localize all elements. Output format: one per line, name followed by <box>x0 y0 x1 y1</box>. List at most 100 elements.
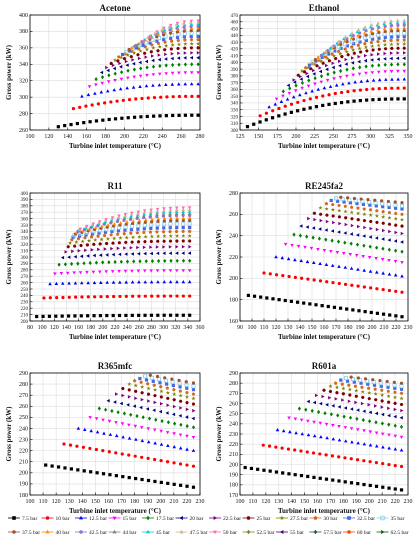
x-axis-label: Turbine inlet temperature (°C) <box>278 142 371 150</box>
y-tick-label: 250 <box>21 288 29 293</box>
data-point <box>362 35 367 40</box>
data-point <box>362 27 366 31</box>
legend-entry: 35 bar <box>376 515 405 522</box>
data-point <box>368 244 372 249</box>
data-point <box>139 405 143 410</box>
data-point <box>130 211 134 215</box>
data-point <box>312 475 316 479</box>
data-point <box>169 47 174 51</box>
data-point <box>113 71 117 76</box>
data-point <box>165 411 169 415</box>
data-point <box>288 86 292 91</box>
data-point <box>350 223 354 228</box>
x-tick-label: 200 <box>292 134 301 140</box>
data-point <box>302 107 306 111</box>
data-point <box>124 252 128 256</box>
data-point <box>148 213 153 217</box>
data-point <box>299 74 303 79</box>
data-point <box>306 65 311 70</box>
data-point <box>125 53 130 57</box>
data-point <box>181 233 186 238</box>
data-point <box>399 384 404 389</box>
data-point <box>375 270 379 274</box>
data-point <box>143 313 147 317</box>
data-point <box>393 200 397 204</box>
data-point <box>142 214 146 218</box>
data-point <box>268 272 272 276</box>
data-point <box>187 229 192 233</box>
data-point <box>185 390 189 395</box>
data-point <box>399 381 404 385</box>
data-point <box>367 390 372 395</box>
data-point <box>393 390 397 394</box>
data-point <box>357 55 361 59</box>
data-point <box>358 50 363 54</box>
data-point <box>130 280 135 284</box>
data-point <box>394 211 398 215</box>
data-point <box>311 235 315 240</box>
data-point <box>324 237 328 242</box>
data-point <box>291 95 296 99</box>
legend-label: 60 bar <box>357 530 371 536</box>
data-point <box>332 77 336 81</box>
x-tick-label: 120 <box>52 499 61 505</box>
data-point <box>380 258 385 262</box>
data-point <box>343 39 347 43</box>
data-point <box>143 251 147 256</box>
data-point <box>271 297 275 301</box>
data-point <box>127 436 132 440</box>
data-point <box>144 84 149 88</box>
data-point <box>337 425 341 429</box>
data-point <box>82 469 86 473</box>
data-point <box>111 241 115 245</box>
data-point <box>164 52 168 57</box>
data-point <box>132 50 137 55</box>
data-point <box>98 270 102 274</box>
data-point <box>137 313 141 317</box>
data-point <box>346 53 350 57</box>
data-point <box>368 213 373 217</box>
data-point <box>329 250 333 254</box>
x-tick-label: 230 <box>196 499 205 505</box>
data-point <box>381 462 385 466</box>
data-point <box>164 43 169 48</box>
x-tick-label: 220 <box>392 325 401 331</box>
data-point <box>96 234 100 238</box>
data-point <box>170 52 174 56</box>
data-point <box>175 21 180 25</box>
x-tick-label: 120 <box>261 499 270 505</box>
data-point <box>331 404 335 408</box>
data-point <box>393 463 397 468</box>
data-point <box>138 48 143 53</box>
data-point <box>336 239 341 244</box>
data-point <box>339 100 344 105</box>
data-point <box>146 427 150 431</box>
data-point <box>350 61 355 65</box>
data-point <box>306 433 311 437</box>
data-point <box>320 55 324 59</box>
data-point <box>173 421 177 426</box>
data-point <box>396 23 400 27</box>
data-point <box>175 206 179 210</box>
data-point <box>99 237 104 242</box>
data-point <box>390 51 394 55</box>
data-point <box>386 389 391 393</box>
data-point <box>375 245 379 250</box>
data-point <box>127 423 131 427</box>
data-point <box>393 395 398 400</box>
data-point <box>159 480 163 485</box>
data-point <box>328 396 332 400</box>
data-point <box>177 381 182 386</box>
data-point <box>341 398 345 402</box>
data-point <box>402 18 406 22</box>
data-point <box>132 62 136 66</box>
data-point <box>115 99 119 103</box>
data-point <box>376 28 380 32</box>
legend-marker <box>179 529 184 534</box>
data-point <box>150 220 154 224</box>
data-point <box>119 401 123 406</box>
y-axis-label: Gross power (kW) <box>5 229 13 285</box>
data-point <box>191 436 196 440</box>
data-point <box>183 41 188 46</box>
data-point <box>343 376 348 381</box>
